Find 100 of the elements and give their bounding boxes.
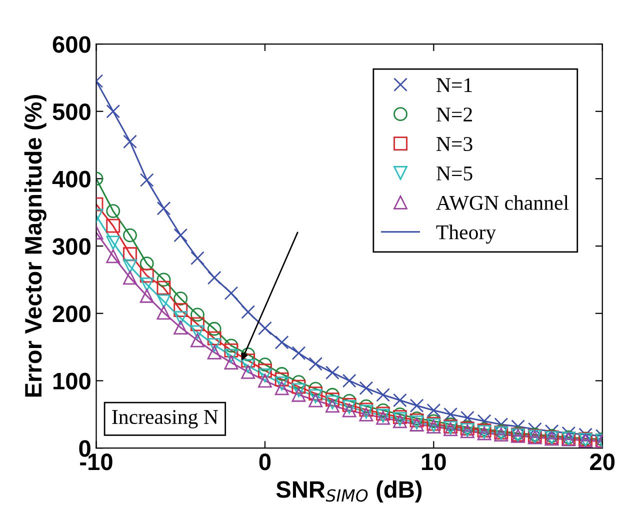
point [325, 366, 340, 380]
point [156, 201, 171, 216]
legend-label: AWGN channel [436, 195, 569, 210]
point [562, 426, 576, 440]
point [123, 270, 137, 285]
point [207, 270, 222, 285]
point [140, 288, 154, 303]
point [258, 358, 272, 372]
legend-label: N=1 [436, 78, 472, 92]
point [292, 346, 306, 360]
point [190, 325, 204, 340]
point [578, 428, 592, 442]
annotation: Increasing N [112, 410, 218, 428]
point [224, 348, 238, 363]
point [156, 272, 171, 287]
point [190, 251, 204, 266]
point [174, 228, 188, 242]
point [207, 322, 222, 336]
legend-label: Theory [436, 224, 496, 244]
point [511, 420, 525, 434]
legend-label: N=2 [436, 108, 472, 122]
point [325, 398, 340, 413]
point [224, 338, 238, 353]
point [123, 259, 137, 274]
y-tick-label: 400 [52, 170, 90, 188]
point [426, 403, 441, 418]
point [140, 268, 154, 283]
point [190, 317, 204, 332]
point [392, 393, 407, 408]
point [140, 173, 154, 187]
point [106, 249, 120, 264]
point [156, 306, 171, 320]
point [308, 389, 323, 404]
point [207, 346, 222, 360]
point [241, 354, 256, 368]
legend-label: N=3 [436, 137, 472, 152]
point [544, 424, 559, 438]
point [123, 134, 137, 149]
point [258, 374, 272, 388]
point [224, 286, 238, 300]
point [207, 338, 222, 352]
point [258, 321, 272, 336]
point [156, 280, 171, 295]
point [123, 247, 137, 262]
point [106, 204, 120, 218]
point [325, 392, 340, 407]
y-axis-title: Error Vector Magnitude (%) [24, 95, 46, 397]
point [410, 411, 424, 426]
point [241, 358, 256, 373]
x-tick-label: 20 [590, 454, 615, 470]
point [308, 393, 323, 408]
point [174, 311, 188, 326]
point [258, 368, 272, 382]
point [174, 320, 188, 334]
point [342, 403, 356, 418]
point [241, 365, 256, 379]
point [359, 407, 374, 422]
point [190, 308, 204, 322]
point [274, 335, 289, 350]
point [224, 343, 238, 358]
point [241, 348, 256, 362]
x-tick-label: 0 [259, 454, 271, 470]
point [274, 372, 289, 386]
point [292, 383, 306, 398]
point [410, 398, 424, 413]
y-tick-label: 200 [52, 305, 90, 322]
point [140, 256, 154, 271]
x-tick-label: 10 [422, 454, 446, 470]
point [140, 277, 154, 292]
x-axis-title: SNR$_{SIMO}$ (dB) [276, 480, 422, 503]
point [274, 376, 289, 390]
point [342, 374, 356, 388]
point [528, 422, 542, 436]
point [359, 381, 374, 396]
point [174, 303, 188, 317]
point [106, 218, 120, 233]
y-tick-label: 100 [53, 372, 90, 390]
point [494, 418, 508, 432]
point [174, 292, 188, 306]
point [292, 388, 306, 402]
point [224, 356, 238, 370]
point [241, 305, 256, 319]
point [392, 407, 407, 422]
point [274, 367, 289, 381]
point [292, 375, 306, 390]
point [308, 356, 323, 371]
point [274, 381, 289, 396]
point [308, 386, 323, 400]
point [376, 388, 390, 402]
legend-label: N=5 [436, 166, 472, 180]
y-tick-label: 600 [52, 36, 90, 53]
point [156, 294, 171, 308]
y-tick-label: 300 [52, 238, 90, 255]
point [207, 331, 222, 346]
point [325, 395, 340, 410]
point [106, 104, 120, 118]
point [258, 364, 272, 378]
point [123, 228, 137, 242]
y-tick-label: 500 [52, 103, 90, 120]
point [106, 236, 120, 250]
